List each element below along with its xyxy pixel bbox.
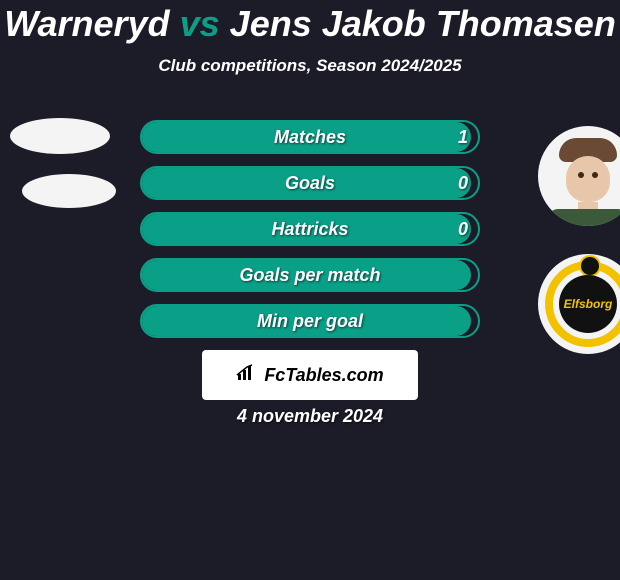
watermark: FcTables.com — [202, 350, 418, 400]
subtitle: Club competitions, Season 2024/2025 — [0, 56, 620, 76]
stat-bar: Hattricks0 — [140, 212, 480, 246]
stat-bar-value-right: 0 — [458, 212, 468, 246]
stat-bar-label: Goals — [140, 166, 480, 200]
stat-bar: Min per goal — [140, 304, 480, 338]
date-text: 4 november 2024 — [0, 406, 620, 427]
stat-bars: Matches1Goals0Hattricks0Goals per matchM… — [140, 120, 480, 350]
page-title: Warneryd vs Jens Jakob Thomasen — [0, 0, 620, 42]
player-headshot-icon — [538, 126, 620, 226]
player-placeholder-icon — [10, 118, 110, 154]
comparison-infographic: Warneryd vs Jens Jakob Thomasen Club com… — [0, 0, 620, 580]
stat-bar: Goals0 — [140, 166, 480, 200]
face-illustration — [538, 126, 620, 226]
stat-bar-value-right: 0 — [458, 166, 468, 200]
title-right: Jens Jakob Thomasen — [230, 3, 616, 44]
stat-bar-value-right: 1 — [458, 120, 468, 154]
crest-text: Elfsborg — [559, 275, 617, 333]
stat-bar-label: Matches — [140, 120, 480, 154]
stat-bar: Matches1 — [140, 120, 480, 154]
elfsborg-crest-icon: Elfsborg — [538, 254, 620, 354]
stat-bar-label: Hattricks — [140, 212, 480, 246]
stat-bar-label: Goals per match — [140, 258, 480, 292]
bar-chart-icon — [236, 364, 258, 387]
watermark-text: FcTables.com — [264, 365, 383, 386]
stat-bar: Goals per match — [140, 258, 480, 292]
title-left: Warneryd — [4, 3, 169, 44]
stat-bar-label: Min per goal — [140, 304, 480, 338]
title-vs: vs — [180, 3, 220, 44]
club-placeholder-icon — [22, 174, 116, 208]
